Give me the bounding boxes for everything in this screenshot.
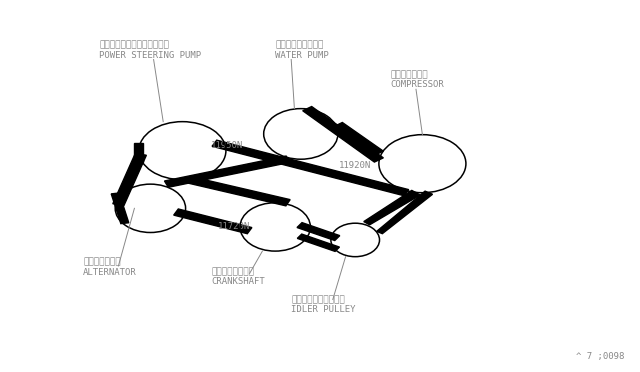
Text: パワーステアリング　ポンプ: パワーステアリング ポンプ	[99, 40, 169, 49]
Text: ^ 7 ;0098: ^ 7 ;0098	[575, 352, 624, 361]
Polygon shape	[164, 156, 290, 187]
Text: 11720N: 11720N	[218, 222, 250, 231]
Polygon shape	[134, 143, 143, 162]
Text: オルタネーター: オルタネーター	[83, 258, 121, 267]
Polygon shape	[377, 191, 433, 234]
Polygon shape	[303, 106, 383, 162]
Text: 11950N: 11950N	[211, 141, 243, 150]
Text: POWER STEERING PUMP: POWER STEERING PUMP	[99, 51, 202, 60]
Polygon shape	[298, 234, 339, 251]
Polygon shape	[297, 222, 340, 241]
Polygon shape	[333, 122, 383, 155]
Text: アイドラー　プーリー: アイドラー プーリー	[291, 295, 345, 304]
Polygon shape	[111, 193, 129, 224]
Polygon shape	[173, 209, 252, 234]
Text: WATER PUMP: WATER PUMP	[275, 51, 329, 60]
Polygon shape	[113, 154, 147, 205]
Text: 11920N: 11920N	[339, 161, 371, 170]
Polygon shape	[212, 140, 409, 196]
Text: クランクシャフト: クランクシャフト	[211, 267, 254, 276]
Text: ALTERNATOR: ALTERNATOR	[83, 268, 137, 277]
Polygon shape	[364, 190, 420, 225]
Text: COMPRESSOR: COMPRESSOR	[390, 80, 444, 89]
Text: CRANKSHAFT: CRANKSHAFT	[211, 278, 265, 286]
Polygon shape	[187, 177, 290, 206]
Text: コンプレッサー: コンプレッサー	[390, 70, 428, 79]
Text: ウォーター　ポンプ: ウォーター ポンプ	[275, 40, 324, 49]
Text: IDLER PULLEY: IDLER PULLEY	[291, 305, 356, 314]
